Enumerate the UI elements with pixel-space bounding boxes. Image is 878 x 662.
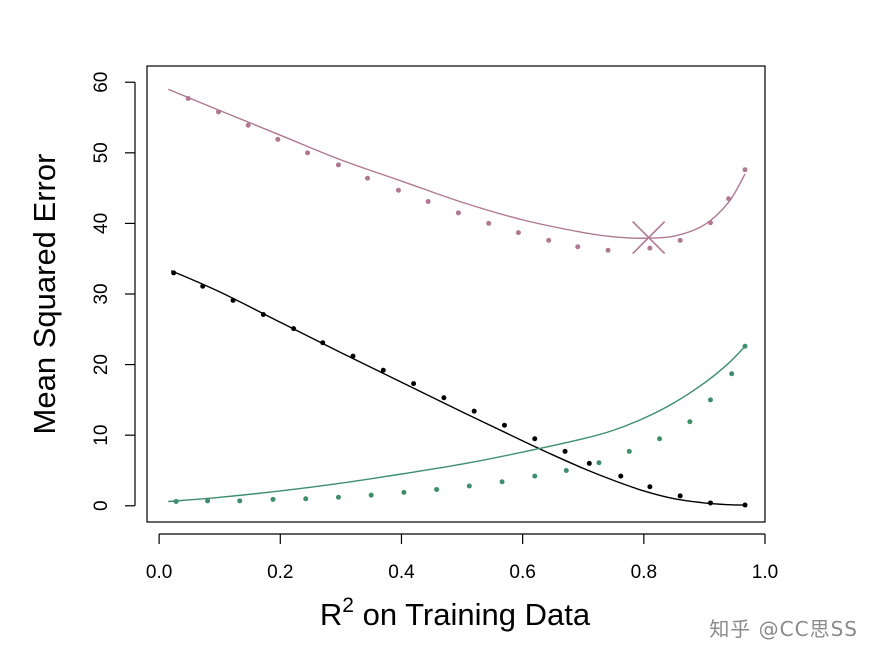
- test-mse-point: [215, 109, 221, 115]
- training-mse-point: [230, 297, 236, 303]
- watermark: 知乎 @CC思SS: [709, 617, 858, 641]
- y-tick-label: 50: [91, 142, 112, 163]
- training-mse-point: [320, 340, 326, 346]
- x-tick-label: 0.0: [146, 562, 172, 583]
- flexibility-green-point: [532, 473, 538, 479]
- test-mse-point: [365, 175, 371, 181]
- test-mse-point: [647, 245, 653, 251]
- test-mse-curve: [167, 88, 746, 239]
- flexibility-green-point: [729, 371, 735, 377]
- flexibility-green-point: [173, 499, 179, 505]
- x-tick-label: 0.6: [509, 562, 535, 583]
- test-mse-point: [275, 136, 281, 142]
- test-mse-point: [455, 210, 461, 216]
- y-axis-title: Mean Squared Error: [27, 154, 62, 435]
- test-mse-point: [605, 247, 611, 253]
- test-mse-point: [185, 95, 191, 101]
- y-tick-label: 10: [91, 425, 112, 446]
- test-mse-point: [486, 220, 492, 226]
- flexibility-green-point: [742, 343, 748, 349]
- training-mse-point: [562, 448, 568, 454]
- flexibility-green-curve: [168, 345, 746, 503]
- x-tick-label: 0.2: [267, 562, 293, 583]
- flexibility-green-point: [466, 483, 472, 489]
- training-mse-point: [171, 270, 177, 276]
- flexibility-green-point: [434, 487, 440, 493]
- test-mse-point: [726, 196, 732, 202]
- flexibility-green-point: [205, 498, 211, 504]
- training-mse-point: [677, 493, 683, 499]
- training-mse-point: [350, 353, 356, 359]
- training-mse-point: [411, 381, 417, 387]
- training-mse-point: [742, 502, 748, 508]
- y-tick-label: 40: [91, 213, 112, 234]
- test-mse-point: [425, 199, 431, 205]
- test-mse-point: [395, 187, 401, 193]
- series-layer: [167, 88, 748, 508]
- training-mse-point: [471, 408, 477, 414]
- test-mse-point: [707, 220, 713, 226]
- series-test-mse: [167, 88, 748, 255]
- training-mse-point: [441, 395, 447, 401]
- x-tick-label: 0.4: [388, 562, 415, 583]
- flexibility-green-point: [270, 496, 276, 502]
- flexibility-green-point: [237, 498, 243, 504]
- training-mse-point: [532, 436, 538, 442]
- flexibility-green-point: [563, 467, 569, 473]
- training-mse-point: [618, 473, 624, 479]
- y-axis: 0 10 20 30 40 50 60: [91, 72, 136, 511]
- x-tick-label: 0.8: [631, 562, 657, 583]
- cross-stroke: [632, 220, 666, 255]
- training-mse-point: [501, 422, 507, 428]
- series-flexibility-green: [168, 343, 748, 505]
- test-mse-point: [245, 122, 251, 128]
- series-training-mse: [170, 270, 748, 508]
- x-axis: 0.0 0.2 0.4 0.6 0.8 1.0: [146, 533, 778, 583]
- test-mse-min-marker: [632, 220, 666, 255]
- training-mse-point: [291, 326, 297, 332]
- flexibility-green-point: [687, 419, 693, 425]
- training-mse-point: [260, 311, 266, 317]
- y-tick-label: 0: [91, 500, 112, 511]
- test-mse-point: [305, 150, 311, 156]
- training-mse-curve: [170, 270, 746, 506]
- flexibility-green-point: [368, 492, 374, 498]
- test-mse-point: [742, 167, 748, 173]
- flexibility-green-point: [499, 479, 505, 485]
- plot-frame: [146, 65, 766, 523]
- test-mse-point: [677, 237, 683, 243]
- training-mse-point: [380, 367, 386, 373]
- flexibility-green-point: [596, 460, 602, 466]
- y-tick-label: 20: [91, 354, 112, 375]
- test-mse-point: [515, 230, 521, 236]
- training-mse-point: [586, 460, 592, 466]
- flexibility-green-point: [303, 496, 309, 502]
- flexibility-green-point: [707, 397, 713, 403]
- x-tick-label: 1.0: [752, 562, 778, 583]
- test-mse-point: [335, 162, 341, 168]
- flexibility-green-point: [626, 448, 632, 454]
- test-mse-point: [546, 237, 552, 243]
- test-mse-point: [575, 244, 581, 250]
- y-tick-label: 30: [91, 283, 112, 304]
- x-axis-title: R2 on Training Data: [320, 594, 591, 632]
- training-mse-point: [200, 283, 206, 289]
- flexibility-green-point: [657, 436, 663, 442]
- y-tick-label: 60: [91, 72, 112, 93]
- flexibility-green-point: [335, 494, 341, 500]
- training-mse-point: [707, 500, 713, 506]
- flexibility-green-point: [401, 489, 407, 495]
- training-mse-point: [647, 484, 653, 490]
